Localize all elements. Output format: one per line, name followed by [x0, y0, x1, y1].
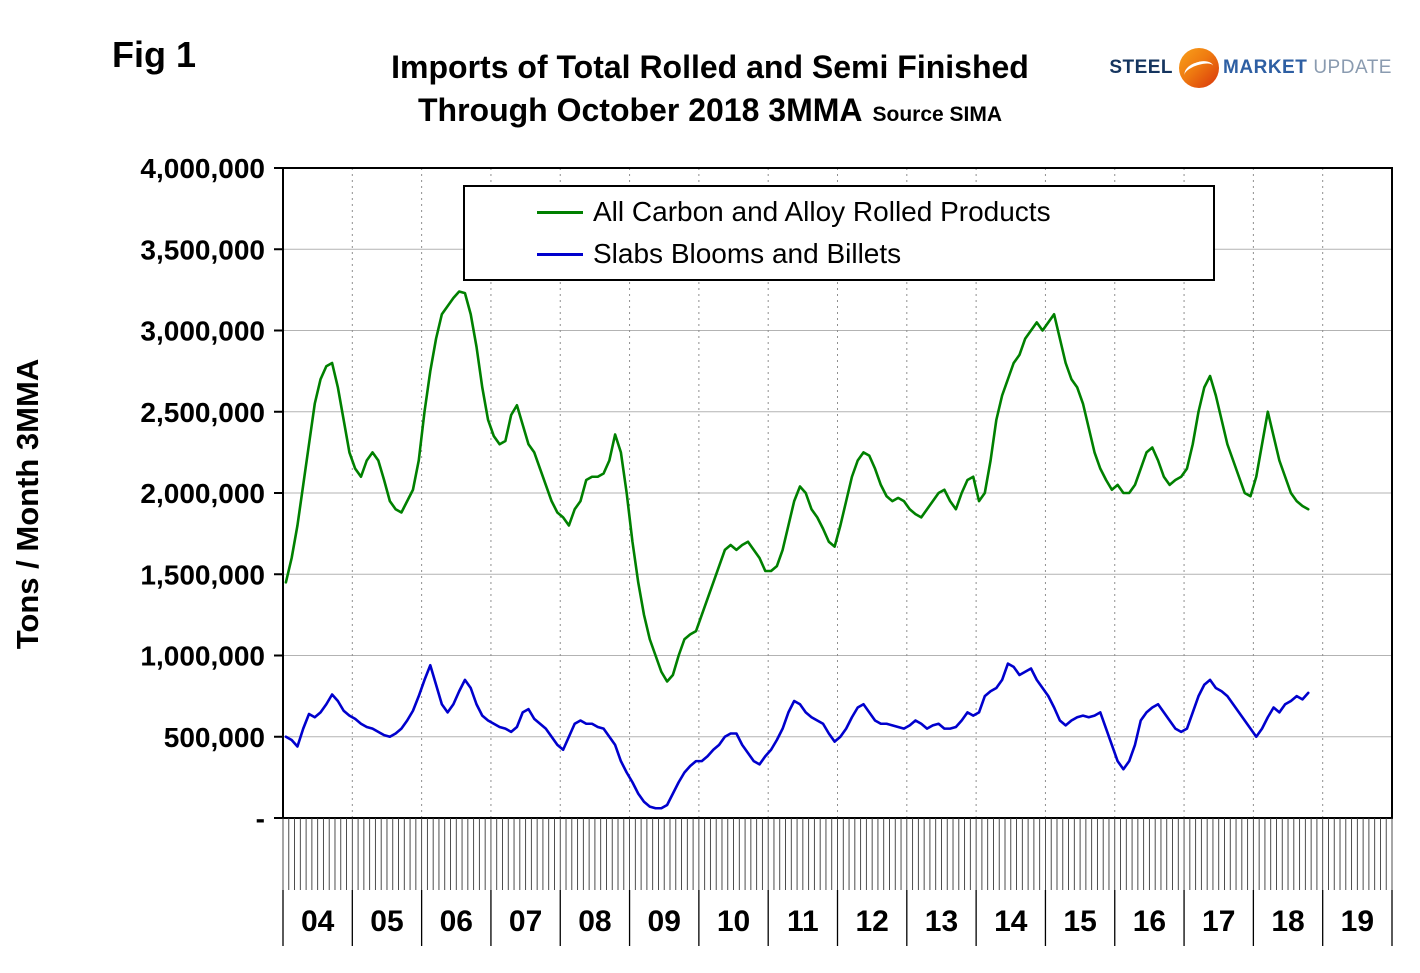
legend-item-rolled-products: All Carbon and Alloy Rolled Products — [537, 196, 1213, 228]
chart-title: Imports of Total Rolled and Semi Finishe… — [240, 46, 1180, 132]
y-tick-label: 1,500,000 — [140, 559, 265, 590]
chart-title-line2: Through October 2018 3MMA Source SIMA — [240, 89, 1180, 132]
series-line-slabs-blooms-billets — [284, 662, 1310, 810]
year-label: 19 — [1341, 905, 1374, 938]
legend-item-slabs-blooms-billets: Slabs Blooms and Billets — [537, 238, 1213, 270]
y-tick-label: 2,500,000 — [140, 397, 265, 428]
year-label: 05 — [370, 905, 403, 938]
chart-title-line2-text: Through October 2018 3MMA — [417, 92, 863, 129]
year-label: 15 — [1063, 905, 1096, 938]
year-label: 18 — [1271, 905, 1304, 938]
y-tick-label: 2,000,000 — [140, 478, 265, 509]
year-label: 14 — [994, 905, 1028, 938]
legend-line-green-icon — [537, 210, 583, 214]
steel-market-update-logo: STEEL MARKET UPDATE — [1109, 48, 1392, 88]
year-label: 07 — [509, 905, 542, 938]
y-tick-label: 3,500,000 — [140, 234, 265, 265]
year-label: 04 — [301, 905, 335, 938]
y-tick-label: 1,000,000 — [140, 641, 265, 672]
logo-market-text: MARKET — [1223, 57, 1308, 78]
logo-steel-text: STEEL — [1109, 57, 1174, 78]
year-label: 06 — [440, 905, 473, 938]
year-label: 11 — [787, 905, 819, 938]
chart-title-line1: Imports of Total Rolled and Semi Finishe… — [391, 49, 1029, 85]
year-label: 13 — [925, 905, 958, 938]
logo-sun-icon — [1179, 48, 1220, 88]
year-label: 08 — [578, 905, 611, 938]
chart-legend: All Carbon and Alloy Rolled Products Sla… — [463, 185, 1215, 281]
y-tick-label: 500,000 — [164, 722, 265, 753]
legend-label: All Carbon and Alloy Rolled Products — [593, 196, 1051, 227]
y-tick-label: 4,000,000 — [140, 153, 265, 184]
logo-update-text: UPDATE — [1313, 57, 1392, 78]
y-tick-label: - — [256, 803, 265, 834]
year-label: 12 — [855, 905, 888, 938]
figure-number-label: Fig 1 — [112, 34, 197, 75]
legend-line-blue-icon — [537, 252, 583, 256]
y-tick-label: 3,000,000 — [140, 316, 265, 347]
series-line-rolled-products — [284, 290, 1310, 683]
year-label: 09 — [648, 905, 681, 938]
year-label: 17 — [1202, 905, 1235, 938]
chart-source-label: Source SIMA — [872, 103, 1003, 127]
year-label: 16 — [1133, 905, 1166, 938]
year-label: 10 — [717, 905, 750, 938]
legend-label: Slabs Blooms and Billets — [593, 238, 902, 269]
